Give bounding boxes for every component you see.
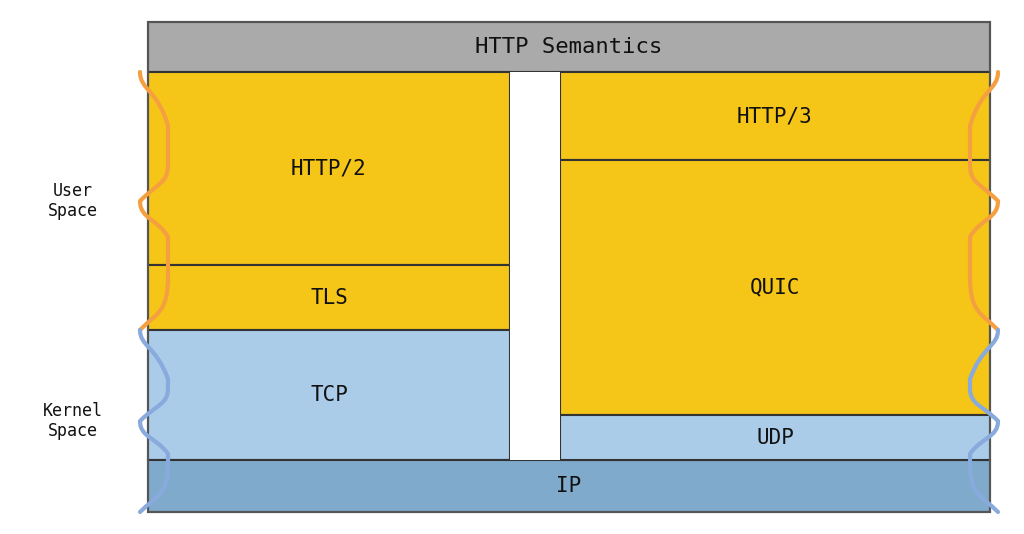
Text: HTTP/3: HTTP/3 <box>737 106 813 126</box>
Bar <box>148 72 510 265</box>
Text: HTTP/2: HTTP/2 <box>291 159 367 178</box>
Text: UDP: UDP <box>756 428 794 447</box>
Bar <box>148 265 510 330</box>
Bar <box>148 460 990 512</box>
Bar <box>510 72 560 460</box>
Text: IP: IP <box>556 476 582 496</box>
Text: HTTP Semantics: HTTP Semantics <box>475 37 663 57</box>
Text: User
Space: User Space <box>48 182 98 221</box>
Bar <box>148 22 990 512</box>
Text: Kernel
Space: Kernel Space <box>43 402 103 441</box>
Bar <box>148 330 510 460</box>
Text: TCP: TCP <box>310 385 348 405</box>
Text: TLS: TLS <box>310 287 348 308</box>
Bar <box>560 415 990 460</box>
Bar <box>148 22 990 72</box>
Bar <box>560 160 990 415</box>
Bar <box>560 72 990 160</box>
Text: QUIC: QUIC <box>750 278 800 297</box>
